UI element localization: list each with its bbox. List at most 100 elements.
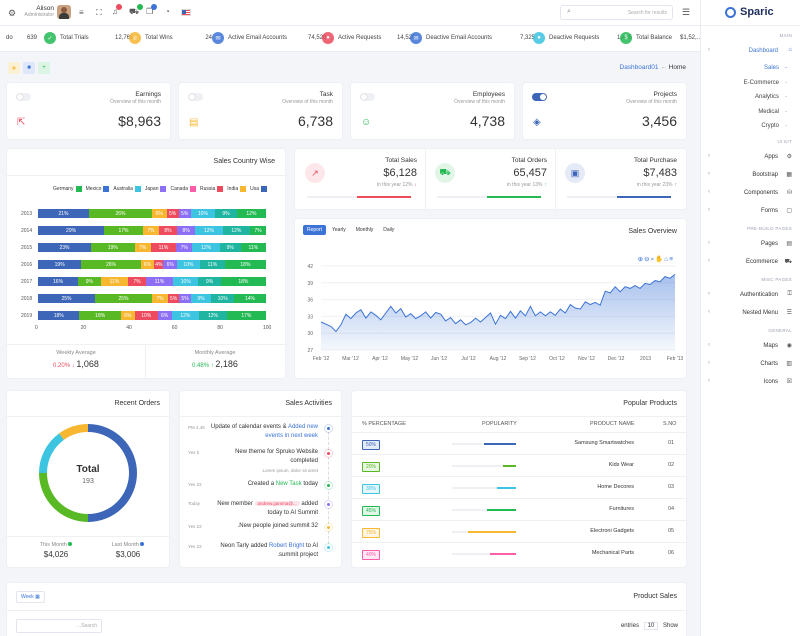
bar-segment[interactable]: 19% [38,260,82,269]
sidebar-item-icons[interactable]: ‹ Icons ☒ [700,375,800,391]
bar-segment[interactable]: 11% [150,243,177,252]
table-row[interactable]: 75% Electroni Gadgets 05 [352,520,686,542]
tab-daily[interactable]: Daily [383,227,395,233]
bar-segment[interactable]: 9% [78,277,101,286]
fullscreen-icon[interactable]: ⛶ [96,8,102,17]
bar-segment[interactable]: 8% [158,226,178,235]
sidebar-item-ecommerce[interactable]: ‹ Ecommerce ⛟ [700,255,800,271]
bar-segment[interactable]: 10% [134,311,158,320]
sidebar-subitem-analytics[interactable]: Analytics - [700,91,800,105]
bar-segment[interactable]: 18% [79,311,121,320]
toggle-switch[interactable] [16,93,31,101]
bar-segment[interactable]: 6% [163,260,178,269]
toggle-switch[interactable] [188,93,203,101]
bar-segment[interactable]: 4% [154,260,164,269]
gear-icon[interactable]: ⚙ [8,8,17,18]
bar-segment[interactable]: 10% [190,209,216,218]
sidebar-toggle-icon[interactable]: ☰ [682,7,691,17]
bar-segment[interactable]: 6% [157,311,172,320]
bar-segment[interactable]: 9% [219,243,241,252]
bar-segment[interactable]: 7% [128,277,146,286]
sidebar-item-charts[interactable]: ‹ Charts ▥ [700,357,800,373]
bar-segment[interactable]: 5% [167,294,180,303]
bar-segment[interactable]: 12% [199,311,227,320]
sidebar-item-maps[interactable]: ‹ Maps ◉ [700,339,800,355]
bar-segment[interactable]: 29% [38,226,105,235]
bar-segment[interactable]: 19% [90,243,135,252]
sidebar-item-forms[interactable]: ‹ Forms ▢ [700,204,800,220]
entries-select[interactable]: 10 [643,622,659,630]
week-dropdown[interactable]: Week ▦ [16,591,45,603]
table-row[interactable]: 30% Home Decores 03 [352,476,686,498]
bar-segment[interactable]: 6% [151,209,167,218]
search-input[interactable]: Search for results [627,10,667,16]
avatar[interactable] [57,5,71,19]
bar-segment[interactable]: 12% [171,311,200,320]
bar-segment[interactable]: 11% [100,277,129,286]
bar-segment[interactable]: 26% [81,260,141,269]
bar-segment[interactable]: 18% [38,311,80,320]
quick-action-blue[interactable]: ■ [23,62,35,74]
sidebar-subitem-e-commerce[interactable]: E-Commerce - [700,77,800,91]
bar-segment[interactable]: 6% [140,260,155,269]
flag-icon[interactable] [181,9,191,16]
bar-segment[interactable]: 8% [177,226,196,235]
sidebar-item-nested-menu[interactable]: ‹ Nested Menu ☰ [700,306,800,322]
bar-segment[interactable]: 10% [177,260,200,269]
donut-segment[interactable] [39,433,65,474]
bar-segment[interactable]: 14% [234,294,266,303]
sidebar-subitem-sales[interactable]: Sales - [700,62,800,76]
sidebar-item-authentication[interactable]: ‹ Authentication ⚿ [700,288,800,304]
sidebar-subitem-medical[interactable]: Medical - [700,106,800,120]
chat-icon[interactable]: ❐ [146,4,158,16]
quick-action-yellow[interactable]: ★ [8,62,20,74]
tab-report[interactable]: Report [303,225,327,235]
table-row[interactable]: 20% Kids Wear 02 [352,454,686,476]
zoom-out-icon[interactable]: ⊖ [644,256,651,263]
bar-segment[interactable]: 11% [199,260,225,269]
menu-icon[interactable]: ≡ [79,8,84,17]
bar-segment[interactable]: 12% [192,243,220,252]
bar-segment[interactable]: 12% [195,226,223,235]
bar-segment[interactable]: 6% [120,311,135,320]
sidebar-item-pages[interactable]: ‹ Pages ▤ [700,237,800,253]
bar-segment[interactable]: 10% [211,294,235,303]
bar-segment[interactable]: 7% [142,226,159,235]
toggle-switch[interactable] [360,93,375,101]
pan-icon[interactable]: ✋ [655,256,665,263]
search-box[interactable]: ⌕ Search for results [560,5,673,20]
table-row[interactable]: 50% Samsung Smartwatches 01 [352,432,686,454]
bar-segment[interactable]: 7% [176,243,193,252]
donut-segment[interactable] [39,472,89,522]
table-row[interactable]: 40% Mechanical Parts 06 [352,542,686,564]
donut-segment[interactable] [59,424,89,440]
bar-segment[interactable]: 18% [220,277,266,286]
tab-yearly[interactable]: Yearly [332,227,346,233]
toggle-switch[interactable] [532,93,547,101]
clock-icon[interactable]: ◔ [165,7,170,16]
zoom-in-icon[interactable]: ⊕ [637,256,645,263]
bar-segment[interactable]: 9% [190,294,212,303]
bar-segment[interactable]: 12% [222,226,250,235]
bar-segment[interactable]: 11% [240,243,266,252]
sidebar-item-bootstrap[interactable]: ‹ Bootstrap ▦ [700,168,800,184]
bar-segment[interactable]: 11% [145,277,174,286]
activity-link[interactable]: New Task [275,481,302,487]
reset-home-icon[interactable]: ⌂ [664,256,670,263]
table-search-input[interactable]: ...Search [16,619,102,633]
sidebar-item-apps[interactable]: ‹ Apps ⚙ [700,150,800,166]
activity-link[interactable]: Added [287,424,306,430]
bar-segment[interactable]: 25% [95,294,152,303]
brand-logo[interactable]: Sparic [725,6,774,18]
bar-segment[interactable]: 18% [224,260,266,269]
bar-segment[interactable]: 21% [38,209,89,218]
breadcrumb-section[interactable]: Dashboard01 [619,64,659,71]
bell-icon[interactable]: ♫ [112,4,122,16]
bar-segment[interactable]: 23% [38,243,91,252]
cart-icon[interactable]: ⛟ [129,4,144,17]
bar-segment[interactable]: 7% [152,294,168,303]
table-row[interactable]: 45% Furnitures 04 [352,498,686,520]
bar-segment[interactable]: 25% [38,294,95,303]
bar-segment[interactable]: 17% [226,311,266,320]
bar-segment[interactable]: 7% [250,226,266,235]
